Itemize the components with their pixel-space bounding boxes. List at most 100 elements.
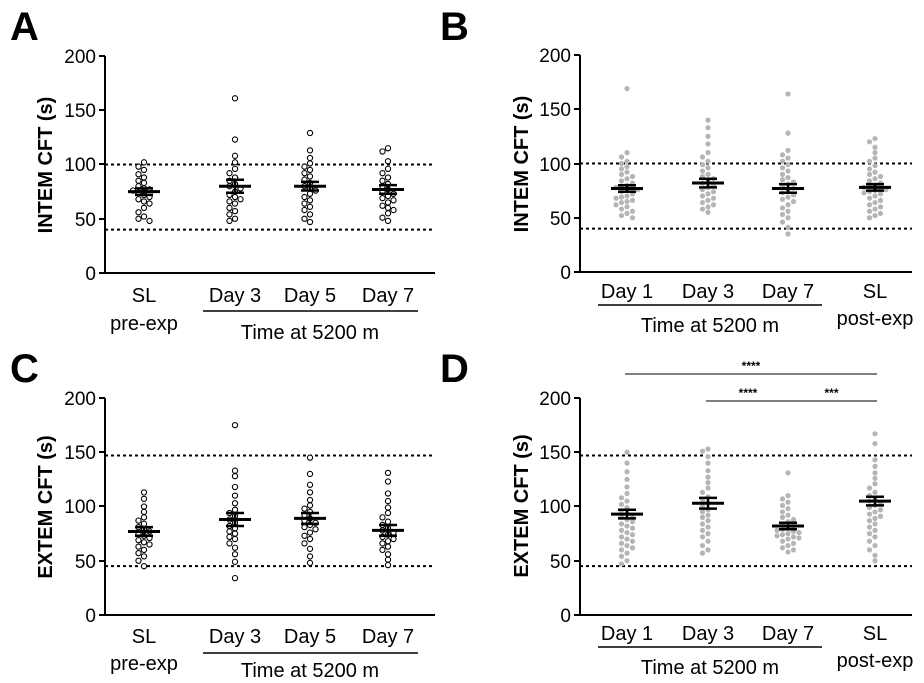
data-point [231,500,239,507]
data-point [699,489,706,495]
data-point [624,164,630,170]
data-point [231,558,239,565]
data-point [384,217,392,225]
data-point [384,204,392,212]
data-point [877,513,884,519]
data-point [866,178,873,184]
data-point [866,215,873,221]
data-point [135,171,142,178]
data-point [779,538,786,544]
data-point [624,498,630,504]
data-point [699,527,706,533]
data-point [872,470,878,476]
data-point [613,202,619,208]
data-point [705,197,711,203]
category-sublabel: pre-exp [110,313,178,335]
data-point [379,194,386,202]
data-point [618,160,625,167]
data-point [140,159,148,166]
data-point [624,204,630,210]
data-point [301,523,308,531]
panel-c: C EXTEM CFT (s) 0 50 100 150 200 SL pre-… [10,347,435,682]
data-point [140,553,148,560]
data-point [705,538,711,544]
category-labels: Day 1 Day 3 Day 7 SL post-exp [601,281,913,330]
data-point [618,194,625,200]
data-point [135,536,142,544]
data-point [872,542,878,549]
data-point [624,469,630,475]
data-point [384,158,392,165]
data-point [384,210,392,217]
data-point [624,542,630,549]
data-point [231,200,239,207]
data-point [231,472,239,480]
data-point [384,199,392,206]
data-point [796,529,802,536]
data-point [618,527,625,533]
data-point [866,547,873,553]
data-point [779,532,786,538]
data-point [785,155,791,161]
data-point [384,174,392,181]
data-point [231,208,239,215]
data-point [306,166,314,174]
data-point [301,215,308,222]
data-point [140,213,148,220]
data-point [301,200,308,207]
data-point [312,526,319,533]
category-label: SL [132,626,156,648]
data-point [790,534,797,540]
data-point [146,541,153,548]
data-point [866,531,873,537]
data-point [705,117,711,123]
data-point [618,501,625,507]
data-point [306,481,314,488]
data-point [135,557,142,564]
data-point [226,170,233,177]
panel-label: A [10,5,39,49]
data-point [785,512,791,518]
data-point [866,139,873,145]
category-labels: SL pre-exp Day 3 Day 5 Day 7 [110,626,414,675]
y-tick-label: 150 [64,101,96,122]
data-point [705,446,711,452]
data-point [877,191,884,197]
data-point [790,540,797,546]
data-point [301,170,308,177]
data-point [140,204,148,212]
panel-label: C [10,347,39,391]
data-point [872,144,878,150]
data-point [866,485,873,491]
data-point [618,199,625,206]
data-point [306,203,314,210]
data-point [699,154,706,160]
data-point [785,506,791,512]
significance-label: **** [742,359,761,373]
data-point [877,210,884,217]
data-point [866,158,873,164]
data-point [785,215,791,221]
data-point [785,147,791,154]
y-tick-label: 100 [64,497,96,518]
data-point [629,173,636,180]
panel-label: D [440,347,469,391]
y-tick-label: 0 [85,606,96,627]
data-point [624,86,630,92]
y-tick-label: 150 [539,443,571,464]
data-point [306,470,314,478]
data-point [785,224,791,231]
data-point [866,538,873,544]
group-label: Time at 5200 m [241,660,379,682]
data-point [390,206,397,214]
y-tick-label: 50 [75,552,96,573]
data-point [705,158,711,164]
group-label: Time at 5200 m [641,315,779,337]
data-point [629,208,636,214]
data-point [624,449,630,455]
data-point [779,211,786,218]
data-point [135,196,142,203]
data-point [306,190,314,197]
data-point [135,517,142,524]
data-point [618,171,625,177]
